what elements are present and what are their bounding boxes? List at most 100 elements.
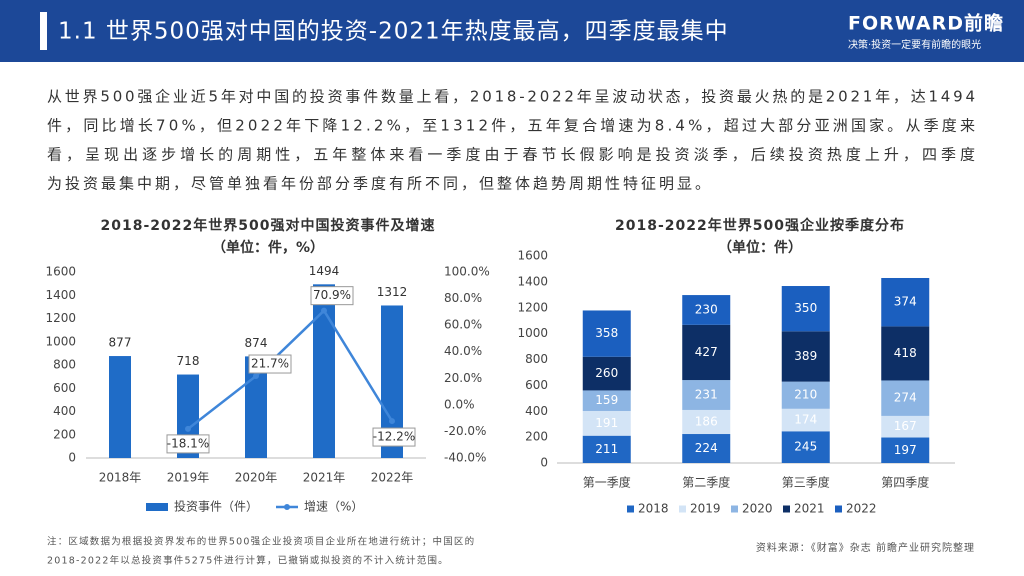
segment-label: 418 <box>894 346 917 360</box>
bar <box>313 284 335 458</box>
y-tick-label: 1200 <box>45 311 76 325</box>
segment-label: 245 <box>794 440 817 454</box>
chart-subtitle: （单位：件） <box>718 239 802 256</box>
segment-label: 358 <box>595 326 618 340</box>
segment-label: 211 <box>595 442 618 456</box>
segment-label: 186 <box>695 414 718 428</box>
segment-label: 191 <box>595 416 618 430</box>
note-line: 注：区域数据为根据投资界发布的世界500强企业投资项目企业所在地进行统计；中国区… <box>47 536 475 548</box>
slogan: 决策·投资一定要有前瞻的眼光 <box>848 38 981 51</box>
y2-tick-label: 40.0% <box>444 344 482 358</box>
header-accent <box>40 12 47 50</box>
segment-label: 427 <box>695 345 718 359</box>
x-tick-label: 2018年 <box>99 471 142 485</box>
line-label: -18.1% <box>167 436 209 450</box>
y-tick-label: 600 <box>525 378 548 392</box>
bar-segment <box>582 310 631 357</box>
paragraph-line: 为投资最集中期，尽管单独看年份部分季度有所不同，但整体趋势周期性特征明显。 <box>47 175 713 193</box>
segment-label: 274 <box>894 391 917 405</box>
y-tick-label: 400 <box>53 404 76 418</box>
header-title: 1.1 世界500强对中国的投资-2021年热度最高，四季度最集中 <box>58 19 729 45</box>
bar-segment <box>582 410 631 436</box>
segment-label: 374 <box>894 295 917 309</box>
label-box <box>166 434 210 454</box>
chart-title: 2018-2022年世界500强企业按季度分布 <box>615 217 905 234</box>
segment-label: 231 <box>695 388 718 402</box>
bar-label: 1494 <box>309 264 340 278</box>
note-line: 2018-2022年以总投资事件5275件进行计算，已撤销或拟投资的不计入统计范… <box>47 555 449 567</box>
bar-segment <box>781 381 830 409</box>
legend-label: 2018 <box>638 502 669 516</box>
source: 资料来源：《财富》杂志 前瞻产业研究院整理 <box>756 541 975 554</box>
segment-label: 230 <box>695 302 718 316</box>
legend-swatch <box>731 505 738 513</box>
y-tick-label: 400 <box>525 404 548 418</box>
y-tick-label: 0 <box>540 456 548 470</box>
y2-tick-label: 0.0% <box>444 397 475 411</box>
bar-segment <box>682 434 731 463</box>
legend-label: 2019 <box>690 502 721 516</box>
bar <box>109 356 131 458</box>
bar-segment <box>881 380 930 416</box>
y2-tick-label: 60.0% <box>444 318 482 332</box>
y-tick-label: 200 <box>53 427 76 441</box>
legend-label: 增速（%） <box>304 500 363 514</box>
header-band <box>0 0 1024 62</box>
y-tick-label: 1400 <box>45 288 76 302</box>
y-tick-label: 800 <box>53 358 76 372</box>
bar-segment <box>682 380 731 410</box>
y-tick-label: 1000 <box>45 334 76 348</box>
line-label: 21.7% <box>251 357 289 371</box>
line-label: -12.2% <box>373 430 415 444</box>
bar <box>381 305 403 458</box>
x-tick-label: 第一季度 <box>583 475 631 490</box>
paragraph-line: 看，呈现出逐步增长的周期性，五年整体来看一季度由于春节长假影响是投资淡季，后续投… <box>47 146 975 164</box>
segment-label: 224 <box>695 441 718 455</box>
paragraph-line: 从世界500强企业近5年对中国的投资事件数量上看，2018-2022年呈波动状态… <box>47 88 975 106</box>
legend-swatch <box>679 505 686 513</box>
segment-label: 210 <box>794 388 817 402</box>
y-tick-label: 800 <box>525 352 548 366</box>
legend-label: 2020 <box>742 502 773 516</box>
bar-segment <box>881 277 930 327</box>
label-box <box>248 354 292 374</box>
bar-segment <box>582 390 631 411</box>
bar-segment <box>781 331 830 382</box>
segment-label: 350 <box>794 301 817 315</box>
line-label: 70.9% <box>313 288 351 302</box>
legend-label: 投资事件（件） <box>174 499 258 514</box>
line-point <box>253 373 259 380</box>
line-point <box>389 418 395 425</box>
x-tick-label: 第三季度 <box>782 475 830 490</box>
bar-segment <box>781 286 830 332</box>
segment-label: 174 <box>794 413 817 427</box>
y-tick-label: 1600 <box>517 249 548 263</box>
bar-label: 718 <box>177 354 200 368</box>
bar-segment <box>582 356 631 391</box>
bar-label: 1312 <box>377 285 408 299</box>
bar-segment <box>781 431 830 463</box>
paragraph-line: 件，同比增长70%，但2022年下降12.2%，至1312件，五年复合增速为8.… <box>47 117 975 135</box>
x-tick-label: 第四季度 <box>881 475 929 490</box>
legend-label: 2022 <box>846 502 877 516</box>
legend-label: 2021 <box>794 502 825 516</box>
y-tick-label: 1200 <box>517 300 548 314</box>
y-tick-label: 1600 <box>45 265 76 279</box>
y-tick-label: 1000 <box>517 326 548 340</box>
y2-tick-label: -40.0% <box>444 451 486 465</box>
line-point <box>321 307 327 314</box>
label-box <box>310 286 354 306</box>
y2-tick-label: -20.0% <box>444 424 486 438</box>
bar-segment <box>881 326 930 381</box>
segment-label: 260 <box>595 366 618 380</box>
y-tick-label: 1400 <box>517 274 548 288</box>
logo: FORWARD前瞻 <box>848 12 1004 35</box>
segment-label: 167 <box>894 419 917 433</box>
legend-marker <box>284 504 290 510</box>
legend-swatch <box>835 505 842 513</box>
bar-segment <box>881 437 930 463</box>
bar-segment <box>781 408 830 432</box>
bar-segment <box>582 435 631 463</box>
y-tick-label: 600 <box>53 381 76 395</box>
